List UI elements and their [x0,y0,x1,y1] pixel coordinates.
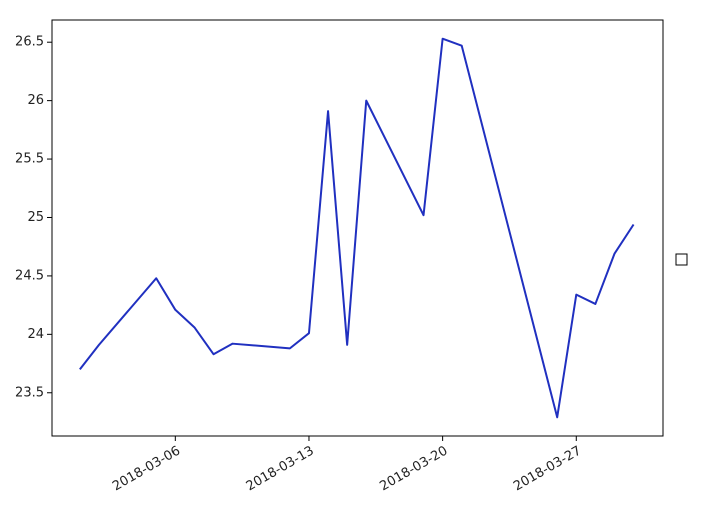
line-series [79,37,635,419]
y-tick-label: 25.5 [15,152,44,167]
x-tick-label: 2018-03-20 [377,444,450,495]
legend-box [675,253,688,266]
x-tick-label: 2018-03-06 [110,444,183,495]
y-tick-label: 24.5 [15,268,44,283]
y-tick-label: 23.5 [15,385,44,400]
y-tick-label: 24 [27,327,44,342]
plot-frame [51,19,664,437]
y-tick-label: 25 [27,210,44,225]
x-tick-label: 2018-03-13 [244,444,317,495]
y-tick-label: 26 [27,93,44,108]
y-tick-label: 26.5 [15,35,44,50]
x-tick-label: 2018-03-27 [511,444,584,495]
